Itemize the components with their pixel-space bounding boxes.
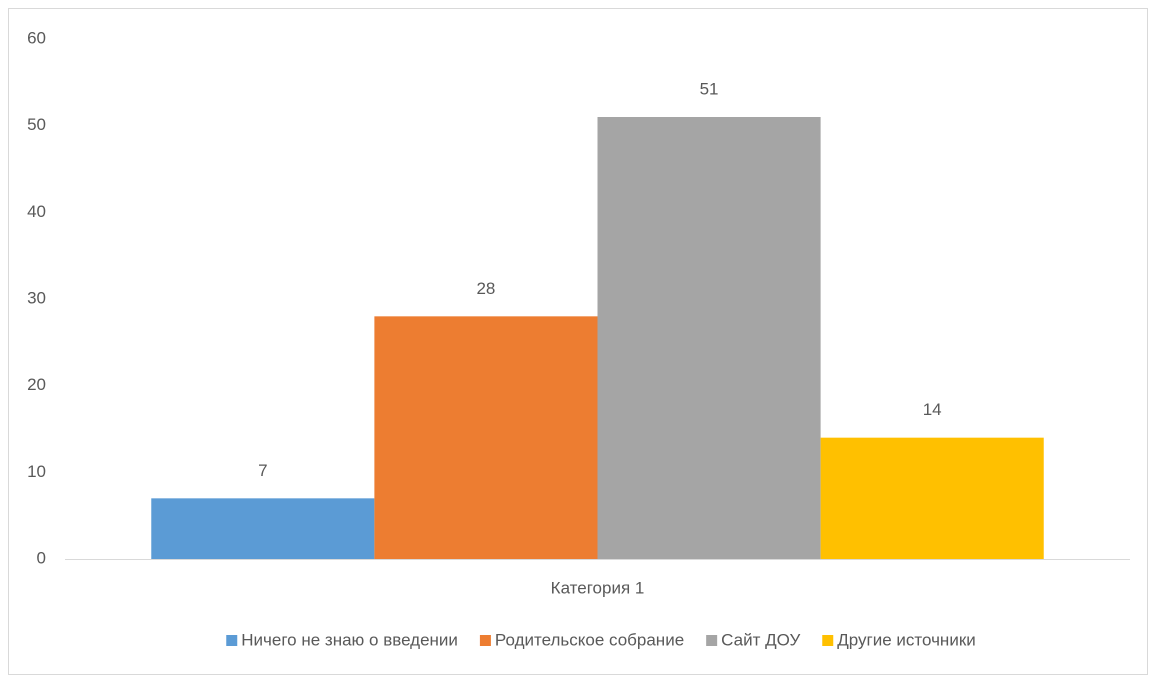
- y-tick-label: 20: [27, 375, 46, 394]
- data-label: 7: [258, 461, 267, 480]
- chart-border: [8, 8, 1148, 675]
- bar: [374, 316, 598, 559]
- data-label: 28: [476, 279, 495, 298]
- bar: [151, 498, 375, 559]
- x-tick-label: Категория 1: [551, 578, 645, 597]
- y-tick-label: 0: [37, 548, 46, 567]
- data-label: 51: [700, 79, 719, 98]
- y-tick-label: 40: [27, 202, 46, 221]
- legend-swatch: [479, 635, 491, 646]
- y-tick-label: 30: [27, 288, 46, 307]
- legend-label: Сайт ДОУ: [721, 630, 800, 649]
- bar: [820, 437, 1044, 559]
- legend-swatch: [706, 635, 718, 646]
- bar: [597, 117, 821, 559]
- legend-label: Ничего не знаю о введении: [241, 630, 458, 649]
- y-tick-label: 50: [27, 115, 46, 134]
- legend-swatch: [822, 635, 834, 646]
- legend-label: Родительское собрание: [495, 630, 684, 649]
- y-tick-label: 10: [27, 462, 46, 481]
- data-label: 14: [923, 400, 942, 419]
- legend-swatch: [226, 635, 238, 646]
- y-tick-label: 60: [27, 28, 46, 47]
- legend-label: Другие источники: [837, 630, 976, 649]
